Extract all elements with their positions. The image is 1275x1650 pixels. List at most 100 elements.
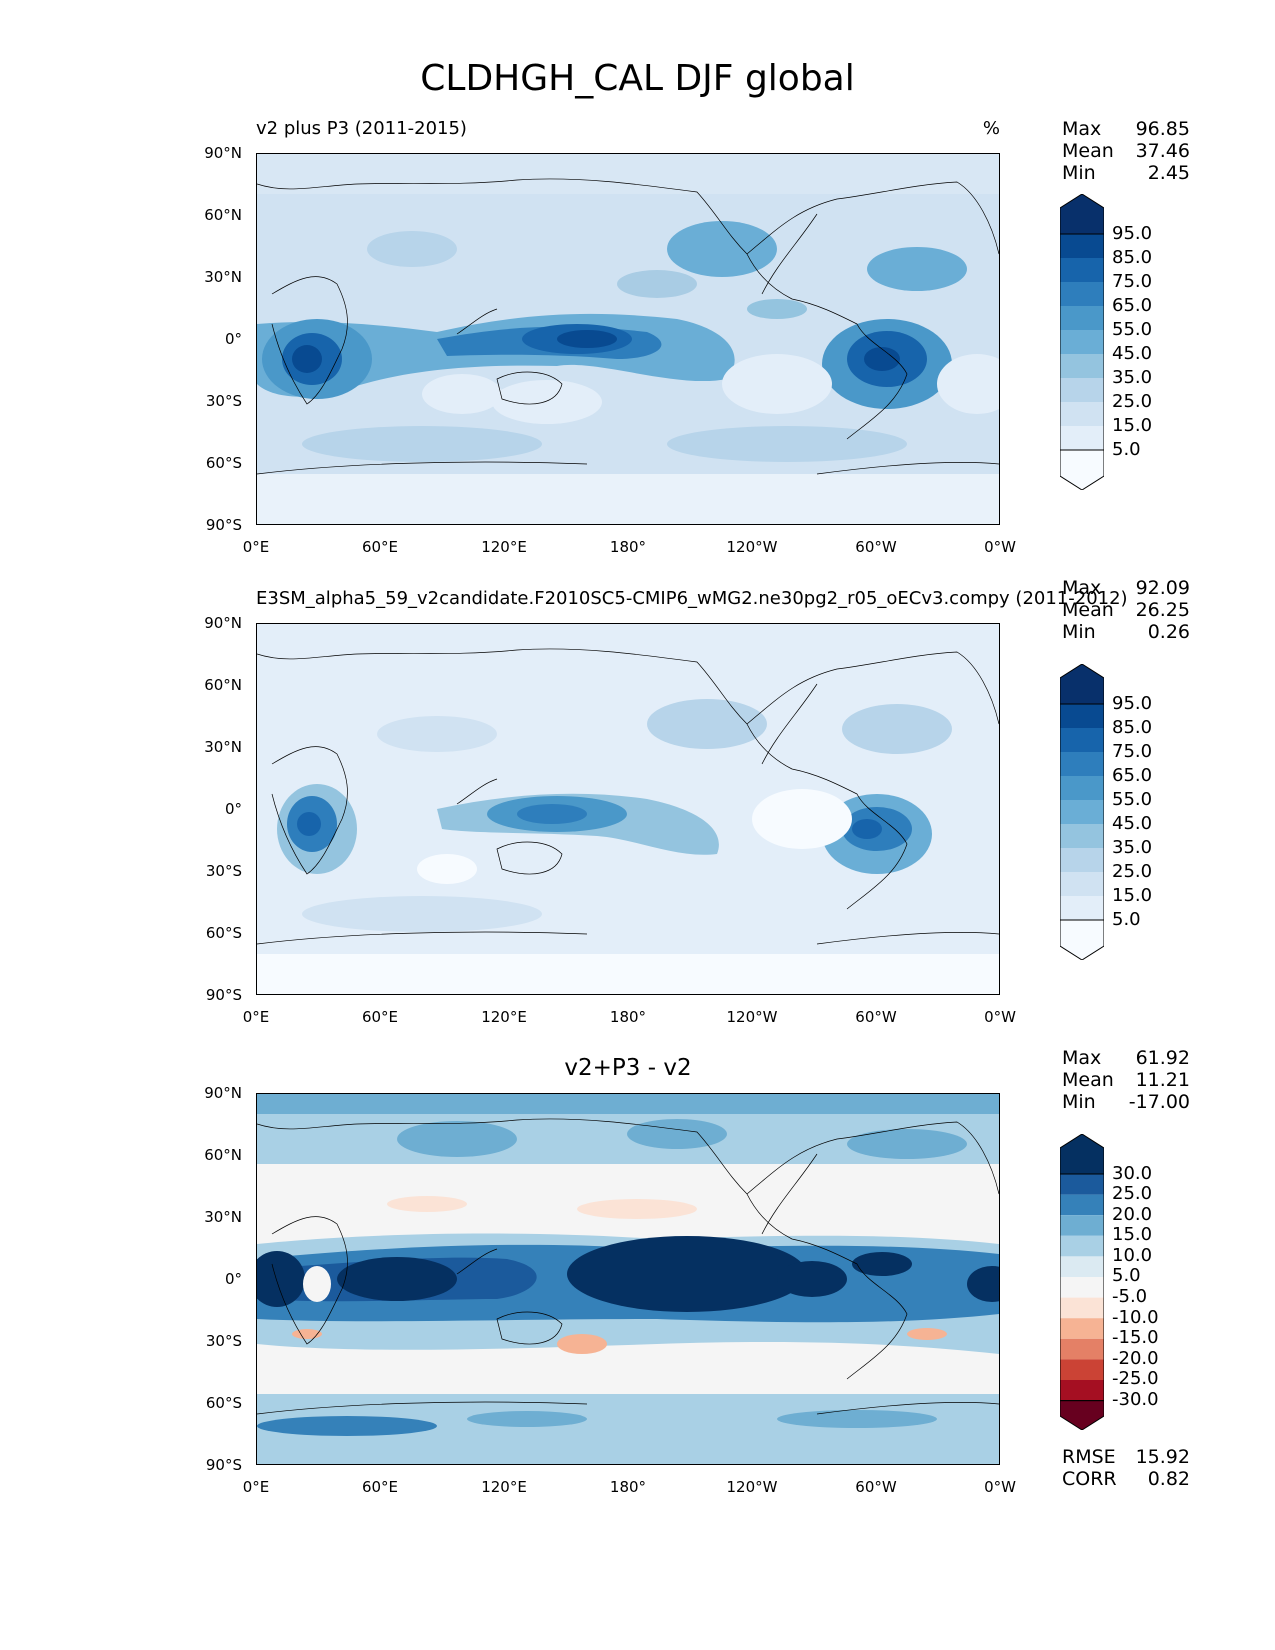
colorbar-label: 65.0 <box>1112 295 1153 316</box>
colorbar-label: 5.0 <box>1112 909 1141 930</box>
panel-title: E3SM_alpha5_59_v2candidate.F2010SC5-CMIP… <box>256 588 1128 609</box>
colorbar-label: 5.0 <box>1112 1265 1141 1286</box>
colorbar-label: -5.0 <box>1112 1286 1148 1307</box>
panel-title: v2+P3 - v2 <box>564 1055 692 1081</box>
colorbar-label: 15.0 <box>1112 415 1153 436</box>
colorbar-label: 15.0 <box>1112 1224 1153 1245</box>
y-tick: 60°S <box>205 454 242 472</box>
x-tick: 60°W <box>855 538 897 556</box>
x-tick: 120°W <box>726 538 778 556</box>
colorbar-label: 85.0 <box>1112 247 1153 268</box>
x-tick: 60°W <box>855 1008 897 1026</box>
panel-title: v2 plus P3 (2011-2015) <box>256 118 467 139</box>
x-tick: 120°E <box>481 1478 527 1496</box>
colorbar <box>1060 194 1104 490</box>
contour-field <box>257 1094 999 1464</box>
y-tick: 90°S <box>205 516 242 534</box>
x-tick: 0°W <box>984 1478 1016 1496</box>
stat-label: Mean <box>1062 140 1114 162</box>
colorbar-swatches <box>1060 194 1104 490</box>
y-tick: 30°S <box>205 862 242 880</box>
colorbar-swatches <box>1060 1134 1104 1430</box>
stat-value: 11.21 <box>1135 1069 1190 1091</box>
y-tick: 0° <box>224 330 242 348</box>
colorbar <box>1060 1134 1104 1430</box>
stat-label: Max <box>1062 1047 1102 1069</box>
stat-label: Min <box>1062 1091 1096 1113</box>
map-plot <box>256 1093 1000 1465</box>
colorbar-label: 75.0 <box>1112 271 1153 292</box>
colorbar-label: 85.0 <box>1112 717 1153 738</box>
y-tick: 30°N <box>204 738 242 756</box>
stat-value: 0.26 <box>1147 621 1190 643</box>
y-tick: 60°N <box>204 206 242 224</box>
y-tick: 90°N <box>204 614 242 632</box>
x-tick: 120°W <box>726 1478 778 1496</box>
stat-label: Mean <box>1062 1069 1114 1091</box>
colorbar-label: 95.0 <box>1112 223 1153 244</box>
x-tick: 180° <box>609 1478 647 1496</box>
x-tick: 60°W <box>855 1478 897 1496</box>
colorbar-label: -20.0 <box>1112 1348 1159 1369</box>
metric-value: 0.82 <box>1147 1468 1190 1490</box>
y-tick: 60°S <box>205 924 242 942</box>
panel-reference: E3SM_alpha5_59_v2candidate.F2010SC5-CMIP… <box>0 577 1275 1050</box>
map-plot <box>256 623 1000 995</box>
colorbar-label: 25.0 <box>1112 391 1153 412</box>
colorbar-label: 25.0 <box>1112 1183 1153 1204</box>
stat-value: 37.46 <box>1135 140 1190 162</box>
y-tick: 60°S <box>205 1394 242 1412</box>
panel-difference: v2+P3 - v2 <box>0 1047 1275 1520</box>
x-tick: 120°E <box>481 538 527 556</box>
x-tick: 180° <box>609 1008 647 1026</box>
colorbar-label: 65.0 <box>1112 765 1153 786</box>
colorbar-label: -30.0 <box>1112 1389 1159 1410</box>
metrics-box: RMSE 15.92 CORR 0.82 <box>1062 1446 1190 1490</box>
metric-value: 15.92 <box>1135 1446 1190 1468</box>
colorbar-label: 10.0 <box>1112 1245 1153 1266</box>
colorbar-label: 35.0 <box>1112 367 1153 388</box>
stats-box: Max 92.09 Mean 26.25 Min 0.26 <box>1062 577 1190 643</box>
x-tick: 0°E <box>242 538 270 556</box>
colorbar-label: 5.0 <box>1112 439 1141 460</box>
x-tick: 0°W <box>984 538 1016 556</box>
y-tick: 90°S <box>205 986 242 1004</box>
stat-label: Max <box>1062 118 1102 140</box>
x-tick: 0°E <box>242 1478 270 1496</box>
stat-label: Min <box>1062 621 1096 643</box>
stat-value: 96.85 <box>1135 118 1190 140</box>
colorbar-label: 45.0 <box>1112 813 1153 834</box>
x-tick: 0°E <box>242 1008 270 1026</box>
stats-box: Max 61.92 Mean 11.21 Min -17.00 <box>1062 1047 1190 1113</box>
stat-value: 26.25 <box>1135 599 1190 621</box>
stat-value: -17.00 <box>1128 1091 1190 1113</box>
x-tick: 60°E <box>361 538 399 556</box>
colorbar-label: 55.0 <box>1112 789 1153 810</box>
y-tick: 30°N <box>204 268 242 286</box>
y-tick: 60°N <box>204 1146 242 1164</box>
y-tick: 0° <box>224 1270 242 1288</box>
x-tick: 0°W <box>984 1008 1016 1026</box>
colorbar-label: 35.0 <box>1112 837 1153 858</box>
y-tick: 90°N <box>204 1084 242 1102</box>
stat-value: 61.92 <box>1135 1047 1190 1069</box>
stat-value: 2.45 <box>1147 162 1190 184</box>
colorbar-label: 25.0 <box>1112 861 1153 882</box>
colorbar <box>1060 664 1104 960</box>
metric-label: RMSE <box>1062 1446 1116 1468</box>
stat-label: Min <box>1062 162 1096 184</box>
y-tick: 90°S <box>205 1456 242 1474</box>
y-tick: 30°N <box>204 1208 242 1226</box>
x-tick: 180° <box>609 538 647 556</box>
x-tick: 120°E <box>481 1008 527 1026</box>
colorbar-label: 55.0 <box>1112 319 1153 340</box>
colorbar-label: 15.0 <box>1112 885 1153 906</box>
colorbar-label: -10.0 <box>1112 1307 1159 1328</box>
contour-field <box>257 624 999 994</box>
y-tick: 90°N <box>204 144 242 162</box>
map-plot <box>256 153 1000 525</box>
x-tick: 60°E <box>361 1478 399 1496</box>
y-tick: 0° <box>224 800 242 818</box>
colorbar-label: -25.0 <box>1112 1368 1159 1389</box>
units-label: % <box>982 118 1000 139</box>
